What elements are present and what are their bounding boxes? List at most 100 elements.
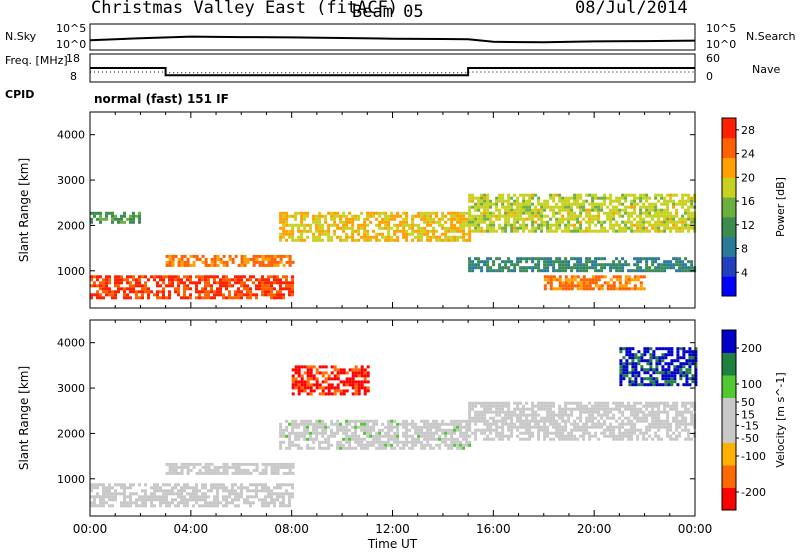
velocity-cell: [564, 425, 568, 429]
velocity-cell: [648, 404, 652, 408]
velocity-cell: [309, 392, 313, 396]
power-cell: [558, 263, 562, 267]
power-cell: [435, 235, 439, 239]
velocity-cell: [675, 422, 679, 426]
velocity-cell: [525, 437, 529, 441]
velocity-cell: [165, 492, 168, 496]
power-cell: [489, 205, 493, 209]
velocity-cell: [273, 462, 277, 466]
velocity-cell: [621, 425, 625, 429]
velocity-cell: [456, 437, 460, 441]
velocity-cell: [549, 437, 553, 441]
velocity-cell: [612, 401, 616, 405]
velocity-cell: [420, 419, 424, 423]
velocity-cell: [108, 486, 111, 490]
velocity-cell: [447, 422, 451, 426]
velocity-cell: [345, 377, 349, 381]
velocity-cell: [694, 380, 698, 384]
power-cell: [555, 217, 559, 221]
power-cell: [291, 235, 295, 239]
power-cell: [684, 226, 688, 230]
velocity-cell: [435, 425, 439, 429]
velocity-cell: [393, 425, 397, 429]
power-cell: [498, 226, 502, 230]
velocity-cell: [621, 404, 625, 408]
power-cell: [591, 205, 595, 209]
velocity-cell: [688, 377, 692, 381]
velocity-cell: [240, 486, 243, 490]
power-cell: [477, 223, 481, 227]
velocity-cell: [639, 407, 643, 411]
power-cell: [411, 238, 415, 242]
velocity-cell: [123, 489, 126, 493]
power-cell: [348, 220, 352, 224]
velocity-cell: [306, 431, 310, 435]
velocity-cell: [666, 425, 670, 429]
power-cell: [411, 226, 415, 230]
power-cell: [132, 220, 135, 224]
velocity-cell: [615, 401, 619, 405]
velocity-cell: [658, 362, 662, 366]
power-cell: [612, 260, 616, 264]
power-cell: [672, 223, 676, 227]
velocity-cell: [261, 489, 264, 493]
velocity-cell: [600, 407, 604, 411]
velocity-cell: [300, 419, 304, 423]
velocity-cell: [468, 422, 472, 426]
velocity-cell: [354, 374, 358, 378]
velocity-cell: [633, 413, 637, 417]
velocity-cell: [459, 425, 463, 429]
power-cell: [213, 263, 217, 267]
power-cell: [438, 217, 442, 221]
power-cell: [687, 205, 691, 209]
power-cell: [240, 296, 243, 300]
velocity-cell: [306, 443, 310, 447]
velocity-cell: [588, 437, 592, 441]
power-cell: [645, 196, 649, 200]
velocity-cell: [354, 446, 358, 450]
velocity-cell: [621, 401, 625, 405]
power-cell: [537, 217, 541, 221]
power-cell: [252, 275, 255, 279]
power-cell: [468, 208, 472, 212]
velocity-cell: [204, 495, 207, 499]
power-cell: [504, 223, 508, 227]
power-cell: [291, 260, 295, 264]
power-cell: [525, 199, 529, 203]
power-cell: [585, 257, 589, 261]
velocity-cell: [682, 383, 686, 387]
power-cell: [651, 214, 655, 218]
velocity-cell: [537, 425, 541, 429]
velocity-cell: [276, 468, 280, 472]
velocity-cell: [105, 492, 108, 496]
velocity-cell: [672, 401, 676, 405]
power-cell: [543, 269, 547, 273]
power-cell: [372, 229, 376, 233]
power-cell: [183, 290, 186, 294]
velocity-cell: [198, 504, 201, 508]
power-cell: [594, 266, 598, 270]
velocity-cell: [459, 446, 463, 450]
velocity-cell: [441, 419, 445, 423]
power-cell: [270, 284, 273, 288]
velocity-cell: [480, 419, 484, 423]
power-cell: [591, 193, 595, 197]
velocity-cell: [285, 483, 288, 487]
velocity-cell: [498, 419, 502, 423]
power-cell: [282, 254, 286, 258]
velocity-cell: [300, 374, 304, 378]
velocity-cell: [543, 419, 547, 423]
power-cell: [351, 229, 355, 233]
power-cell: [288, 232, 292, 236]
power-cell: [618, 284, 622, 288]
power-cell: [108, 290, 111, 294]
velocity-cell: [522, 410, 526, 414]
power-cell: [567, 214, 571, 218]
power-cell: [639, 208, 643, 212]
power-cell: [126, 278, 129, 282]
velocity-cell: [519, 419, 523, 423]
power-cell: [642, 205, 646, 209]
power-cell: [165, 254, 169, 258]
velocity-cell: [675, 401, 679, 405]
velocity-cell: [480, 401, 484, 405]
